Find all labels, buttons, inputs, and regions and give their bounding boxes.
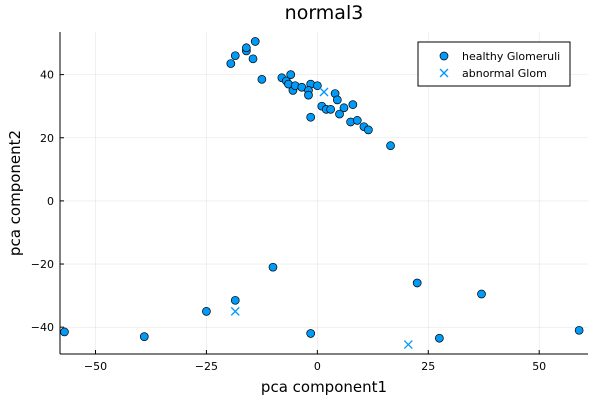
y-tick-label: −40 [31,321,54,334]
axes [59,32,588,355]
data-point-healthy [326,104,336,114]
data-point-healthy [339,103,349,113]
data-point-healthy [230,295,240,305]
data-point-healthy [364,125,373,135]
data-point-healthy [257,75,267,84]
y-tick-label: −20 [31,258,54,271]
legend-box [417,41,571,87]
data-point-healthy [248,54,258,64]
legend-label: healthy Glomeruli [462,50,560,63]
data-point-healthy [386,141,395,150]
data-point-healthy [304,90,313,100]
data-point-abnormal [403,340,413,349]
x-marker-stroke [230,306,240,316]
x-marker-stroke [439,68,449,78]
legend-label: abnormal Glom [462,67,547,80]
legend: healthy Glomeruli abnormal Glom [417,41,571,87]
data-point-abnormal [230,306,240,316]
data-point-healthy [306,112,316,122]
data-point-healthy [332,95,342,105]
tick-labels: −50 −25 0 25 50 −40 −20 0 20 40 [31,69,546,373]
data-point-healthy [335,109,344,119]
x-tick-label: −25 [195,360,218,373]
chart-title: normal3 [285,2,364,24]
y-tick-label: 20 [40,132,54,145]
x-marker-stroke [319,87,329,97]
legend-marker-healthy [439,51,449,61]
y-tick-label: 0 [47,195,54,208]
data-points [60,37,584,349]
data-point-healthy [348,100,358,109]
data-point-healthy [60,327,69,337]
data-point-healthy [352,116,362,125]
x-tick-label: 25 [421,360,435,373]
data-point-healthy [226,59,236,68]
y-axis-label: pca component2 [6,130,24,256]
legend-marker-abnormal [439,68,449,78]
data-point-abnormal [319,87,329,97]
data-point-healthy [306,329,316,338]
data-point-healthy [477,289,486,299]
y-tick-label: 40 [40,69,54,82]
data-point-healthy [250,37,260,46]
legend-items: healthy Glomeruli abnormal Glom [439,50,560,80]
data-point-healthy [202,307,211,316]
x-axis-label: pca component1 [261,378,387,396]
data-point-healthy [230,51,240,61]
data-point-healthy [412,278,422,288]
data-point-healthy [268,262,278,272]
data-point-healthy [435,333,444,343]
data-point-healthy [242,43,251,53]
x-tick-label: −50 [84,360,107,373]
x-tick-label: 0 [314,360,321,373]
data-point-healthy [286,70,296,79]
data-point-healthy [312,81,322,91]
data-point-healthy [574,325,584,335]
data-point-healthy [139,332,149,341]
x-marker-stroke [403,340,413,349]
x-tick-label: 50 [532,360,546,373]
